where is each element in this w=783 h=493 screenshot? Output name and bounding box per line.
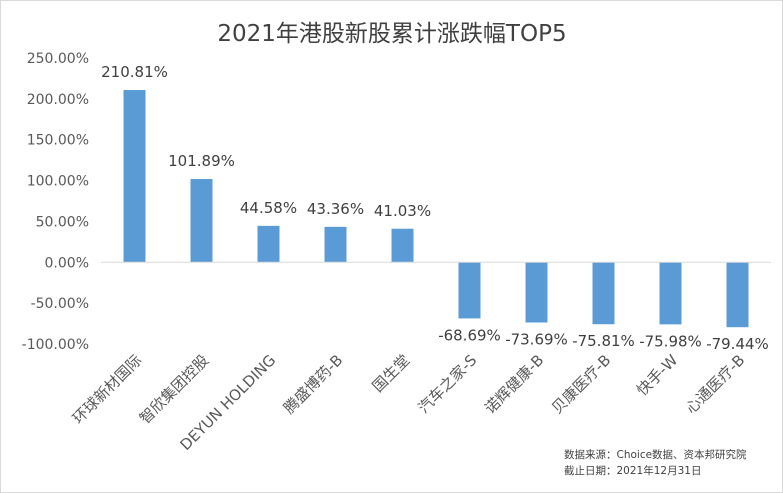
category-label: 快手-W <box>633 351 681 399</box>
y-tick-label: 200.00% <box>27 92 89 108</box>
y-tick-label: -100.00% <box>22 337 89 353</box>
data-label: -73.69% <box>505 331 568 349</box>
bar <box>324 226 347 263</box>
y-tick-label: 0.00% <box>45 255 89 271</box>
category-label: 环球新材国际 <box>69 351 145 427</box>
data-labels: 210.81%101.89%44.58% 43.36% 41.03%-68.69% -… <box>101 63 769 353</box>
data-label: 43.36% <box>307 200 364 218</box>
category-label: 诺辉健康-B <box>481 351 547 417</box>
y-tick-label: 50.00% <box>36 214 89 230</box>
data-label: -79.44% <box>706 335 769 353</box>
bars <box>123 90 749 328</box>
bar <box>726 262 749 328</box>
category-label: 汽车之家-S <box>415 351 481 417</box>
category-label: 国生堂 <box>369 351 414 396</box>
chart-title: 2021年港股新股累计涨跌幅TOP5 <box>217 21 566 47</box>
data-label: -68.69% <box>438 326 501 344</box>
y-tick-label: 100.00% <box>27 174 89 190</box>
category-label: 腾盛博药-B <box>280 351 346 417</box>
bar <box>525 262 548 323</box>
bar <box>659 262 682 325</box>
source-line: 数据来源：Choice数据、资本邦研究院 <box>564 448 747 461</box>
bar <box>190 179 213 263</box>
bar <box>458 262 481 319</box>
category-label: 心通医疗-B <box>682 351 748 417</box>
bar <box>592 262 615 325</box>
data-label: 41.03% <box>374 202 431 220</box>
bar <box>123 90 146 263</box>
category-label: 贝康医疗-B <box>548 351 614 417</box>
data-label: 44.58% <box>240 199 297 217</box>
data-label: 101.89% <box>168 152 235 170</box>
bar <box>391 228 414 263</box>
y-tick-label: 250.00% <box>27 51 89 67</box>
y-axis: 250.00% 200.00% 150.00% 100.00% 50.00% 0.00% -… <box>22 51 89 353</box>
y-tick-label: 150.00% <box>27 133 89 149</box>
data-label: -75.81% <box>572 332 635 350</box>
bar <box>257 225 280 263</box>
data-label: 210.81% <box>101 63 168 81</box>
y-tick-label: -50.00% <box>31 296 89 312</box>
source-line: 截止日期：2021年12月31日 <box>564 464 701 477</box>
data-label: -75.98% <box>639 332 702 350</box>
